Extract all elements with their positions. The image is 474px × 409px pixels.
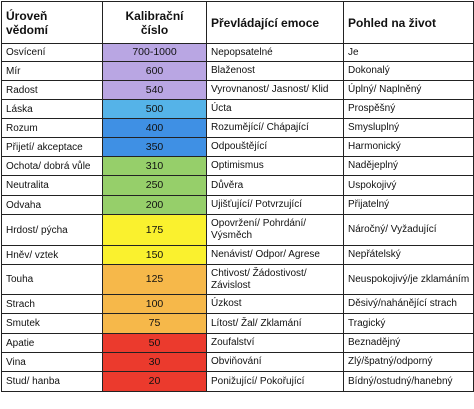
level-cell: Ochota/ dobrá vůle [1,156,103,176]
view-cell: Děsivý/nahánějící strach [343,294,474,314]
view-cell: Tragický [343,313,474,334]
calibration-cell: 600 [102,61,207,81]
level-cell: Přijetí/ akceptace [1,137,103,157]
view-cell: Nepřátelský [343,245,474,265]
header-calibration: Kalibrační číslo [102,1,207,44]
table-row: Touha 125 Chtivost/ Žádostivost/ Závislost… [1,264,474,295]
emotion-cell: Ponižující/ Pokořující [206,371,344,392]
view-cell: Zlý/špatný/odporný [343,352,474,372]
emotion-cell: Blaženost [206,61,344,81]
calibration-cell: 400 [102,118,207,138]
calibration-cell: 500 [102,99,207,119]
level-cell: Vina [1,352,103,372]
level-cell: Hrdost/ pýcha [1,214,103,246]
table-row: Láska 500 Úcta Prospěšný [1,99,474,119]
consciousness-levels-table: Úroveň vědomí Kalibrační číslo Převládaj… [1,1,474,392]
view-cell: Úplný/ Naplněný [343,80,474,100]
table-row: Neutralita 250 Důvěra Uspokojivý [1,175,474,196]
calibration-cell: 100 [102,294,207,314]
calibration-cell: 175 [102,214,207,246]
table-row: Stud/ hanba 20 Ponižující/ Pokořující Bídný… [1,371,474,392]
calibration-cell: 50 [102,333,207,353]
table-row: Rozum 400 Rozumějící/ Chápající Smysluplný [1,118,474,138]
table-row: Hrdost/ pýcha 175 Opovržení/ Pohrdání/ Výs… [1,214,474,246]
table-body: Osvícení 700-1000 Nepopsatelné Je Mír 600 Blaž… [1,43,474,392]
level-cell: Láska [1,99,103,119]
level-cell: Odvaha [1,195,103,215]
view-cell: Je [343,43,474,62]
calibration-cell: 540 [102,80,207,100]
calibration-cell: 700-1000 [102,43,207,62]
header-view: Pohled na život [343,1,474,44]
emotion-cell: Zoufalství [206,333,344,353]
table-header-row: Úroveň vědomí Kalibrační číslo Převládaj… [1,1,474,44]
emotion-cell: Rozumějící/ Chápající [206,118,344,138]
header-calibration-line-2: číslo [140,22,169,37]
table-row: Ochota/ dobrá vůle 310 Optimismus Nadějepln… [1,156,474,176]
calibration-cell: 30 [102,352,207,372]
calibration-cell: 200 [102,195,207,215]
table-row: Osvícení 700-1000 Nepopsatelné Je [1,43,474,62]
emotion-cell: Ujišťující/ Potvrzující [206,195,344,215]
emotion-cell: Důvěra [206,175,344,196]
level-cell: Osvícení [1,43,103,62]
header-calibration-line-1: Kalibrační [125,8,184,23]
table-row: Radost 540 Vyrovnanost/ Jasnost/ Klid Úplný… [1,80,474,100]
view-cell: Harmonický [343,137,474,157]
level-cell: Stud/ hanba [1,371,103,392]
view-cell: Uspokojivý [343,175,474,196]
emotion-cell: Opovržení/ Pohrdání/ Výsměch [206,214,344,246]
calibration-cell: 125 [102,264,207,295]
emotion-cell: Obviňování [206,352,344,372]
emotion-cell: Úcta [206,99,344,119]
level-cell: Radost [1,80,103,100]
emotion-cell: Lítost/ Žal/ Zklamání [206,313,344,334]
level-cell: Touha [1,264,103,295]
emotion-cell: Chtivost/ Žádostivost/ Závislost [206,264,344,295]
view-cell: Náročný/ Vyžadující [343,214,474,246]
emotion-cell: Nenávist/ Odpor/ Agrese [206,245,344,265]
emotion-cell: Optimismus [206,156,344,176]
header-level: Úroveň vědomí [1,1,103,44]
table-row: Apatie 50 Zoufalství Beznadějný [1,333,474,353]
calibration-cell: 150 [102,245,207,265]
calibration-cell: 20 [102,371,207,392]
calibration-cell: 75 [102,313,207,334]
view-cell: Neuspokojivý/je zklamáním [343,264,474,295]
emotion-cell: Vyrovnanost/ Jasnost/ Klid [206,80,344,100]
view-cell: Dokonalý [343,61,474,81]
level-cell: Hněv/ vztek [1,245,103,265]
header-level-line-2: vědomí [6,22,49,37]
view-cell: Bídný/ostudný/hanebný [343,371,474,392]
header-emotion: Převládající emoce [206,1,344,44]
view-cell: Beznadějný [343,333,474,353]
view-cell: Nadějeplný [343,156,474,176]
level-cell: Rozum [1,118,103,138]
table-row: Vina 30 Obviňování Zlý/špatný/odporný [1,352,474,372]
table-row: Odvaha 200 Ujišťující/ Potvrzující Přijatel… [1,195,474,215]
emotion-cell: Nepopsatelné [206,43,344,62]
emotion-cell: Odpouštějící [206,137,344,157]
calibration-cell: 350 [102,137,207,157]
table-row: Hněv/ vztek 150 Nenávist/ Odpor/ Agrese Nep… [1,245,474,265]
level-cell: Neutralita [1,175,103,196]
calibration-cell: 310 [102,156,207,176]
view-cell: Prospěšný [343,99,474,119]
level-cell: Mír [1,61,103,81]
level-cell: Apatie [1,333,103,353]
table-row: Strach 100 Úzkost Děsivý/nahánějící strach [1,294,474,314]
view-cell: Přijatelný [343,195,474,215]
emotion-cell: Úzkost [206,294,344,314]
header-level-line-1: Úroveň [6,8,48,23]
level-cell: Smutek [1,313,103,334]
level-cell: Strach [1,294,103,314]
table-row: Přijetí/ akceptace 350 Odpouštějící Harmoni… [1,137,474,157]
calibration-cell: 250 [102,175,207,196]
table-row: Mír 600 Blaženost Dokonalý [1,61,474,81]
view-cell: Smysluplný [343,118,474,138]
table-row: Smutek 75 Lítost/ Žal/ Zklamání Tragický [1,313,474,334]
